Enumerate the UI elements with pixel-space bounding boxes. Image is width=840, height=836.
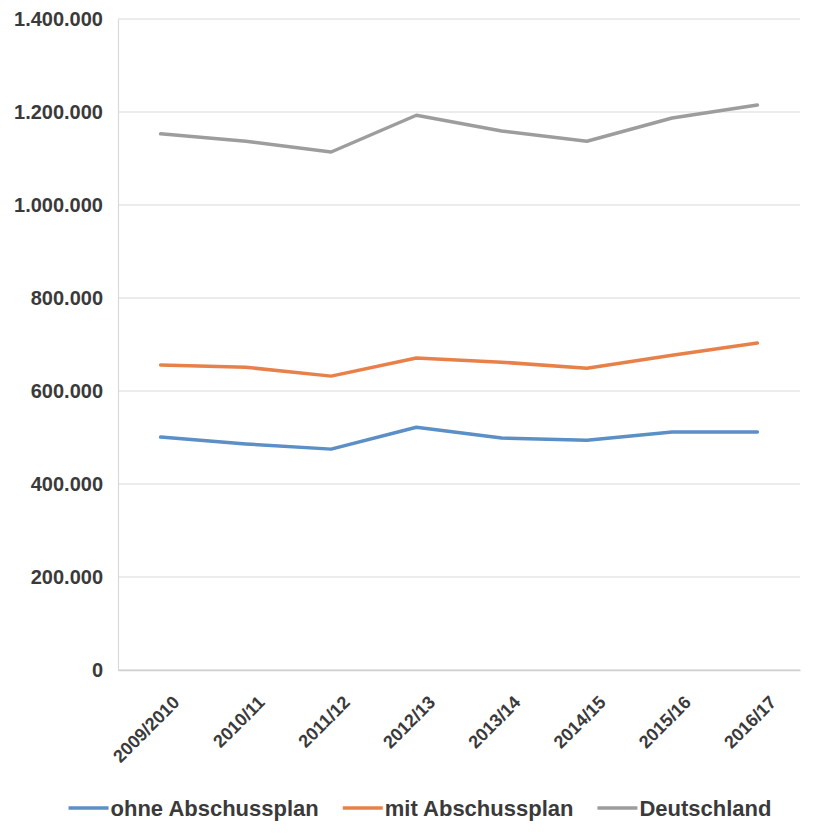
y-tick: 800.000 bbox=[31, 287, 118, 309]
y-tick: 1.200.000 bbox=[14, 101, 118, 123]
x-tick-label: 2009/2010 bbox=[109, 692, 183, 766]
x-tick: 2013/14 bbox=[464, 670, 524, 752]
y-axis-line bbox=[118, 20, 119, 671]
x-tick-label: 2016/17 bbox=[720, 692, 780, 752]
chart: 0 200.000 400.000 600.000 800.000 1.000.000 1.… bbox=[0, 0, 840, 836]
legend-swatch bbox=[343, 806, 383, 810]
x-tick: 2012/13 bbox=[379, 670, 439, 752]
legend-swatch bbox=[69, 806, 109, 810]
x-tick: 2014/15 bbox=[550, 670, 610, 752]
lines bbox=[161, 105, 758, 449]
x-tick: 2016/17 bbox=[720, 670, 780, 752]
x-tick: 2015/16 bbox=[635, 670, 695, 752]
y-tick: 1.000.000 bbox=[14, 194, 118, 216]
y-tick: 1.400.000 bbox=[14, 8, 118, 30]
legend-item: Deutschland bbox=[597, 796, 771, 821]
y-tick: 600.000 bbox=[31, 380, 118, 402]
grid bbox=[118, 19, 800, 670]
x-tick-label: 2015/16 bbox=[635, 692, 695, 752]
x-tick-label: 2012/13 bbox=[379, 692, 439, 752]
grid-line bbox=[118, 669, 800, 670]
grid-line bbox=[118, 390, 800, 391]
legend-label: mit Abschussplan bbox=[385, 796, 574, 821]
y-tick-label: 800.000 bbox=[31, 287, 103, 309]
plot: 0 200.000 400.000 600.000 800.000 1.000.000 1.… bbox=[14, 8, 800, 767]
x-axis-line bbox=[119, 670, 801, 671]
legend-item: mit Abschussplan bbox=[343, 796, 574, 821]
legend-label: Deutschland bbox=[639, 796, 771, 821]
grid-line bbox=[118, 576, 800, 577]
y-tick: 400.000 bbox=[31, 473, 118, 495]
legend-label: ohne Abschussplan bbox=[111, 796, 319, 821]
x-tick-label: 2014/15 bbox=[550, 692, 610, 752]
legend: ohne Abschussplan mit Abschussplan Deutsch… bbox=[69, 796, 772, 821]
legend-item: ohne Abschussplan bbox=[69, 796, 319, 821]
y-tick: 200.000 bbox=[31, 566, 118, 588]
y-tick-label: 600.000 bbox=[31, 380, 103, 402]
series-line bbox=[161, 427, 758, 449]
y-tick-label: 1.000.000 bbox=[14, 194, 103, 216]
grid-line bbox=[118, 204, 800, 205]
y-tick-label: 400.000 bbox=[31, 473, 103, 495]
x-axis: 2009/2010 2010/11 2011/12 2012/13 2013/14 201… bbox=[109, 670, 800, 767]
grid-line bbox=[118, 297, 800, 298]
series-line bbox=[161, 343, 758, 376]
x-tick: 2009/2010 bbox=[109, 670, 183, 767]
y-tick-label: 0 bbox=[92, 659, 103, 681]
grid-line bbox=[118, 18, 800, 19]
x-tick-label: 2010/11 bbox=[209, 692, 268, 751]
y-tick: 0 bbox=[92, 659, 118, 681]
y-axis: 0 200.000 400.000 600.000 800.000 1.000.000 1.… bbox=[14, 8, 118, 681]
x-tick: 2011/12 bbox=[295, 670, 354, 752]
y-tick-label: 1.400.000 bbox=[14, 8, 103, 30]
x-tick-label: 2013/14 bbox=[464, 692, 524, 752]
y-tick-label: 200.000 bbox=[31, 566, 103, 588]
series-line bbox=[161, 105, 758, 152]
x-tick-label: 2011/12 bbox=[295, 692, 354, 751]
x-tick: 2010/11 bbox=[209, 670, 268, 752]
legend-swatch bbox=[597, 806, 637, 810]
grid-line bbox=[118, 483, 800, 484]
y-tick-label: 1.200.000 bbox=[14, 101, 103, 123]
